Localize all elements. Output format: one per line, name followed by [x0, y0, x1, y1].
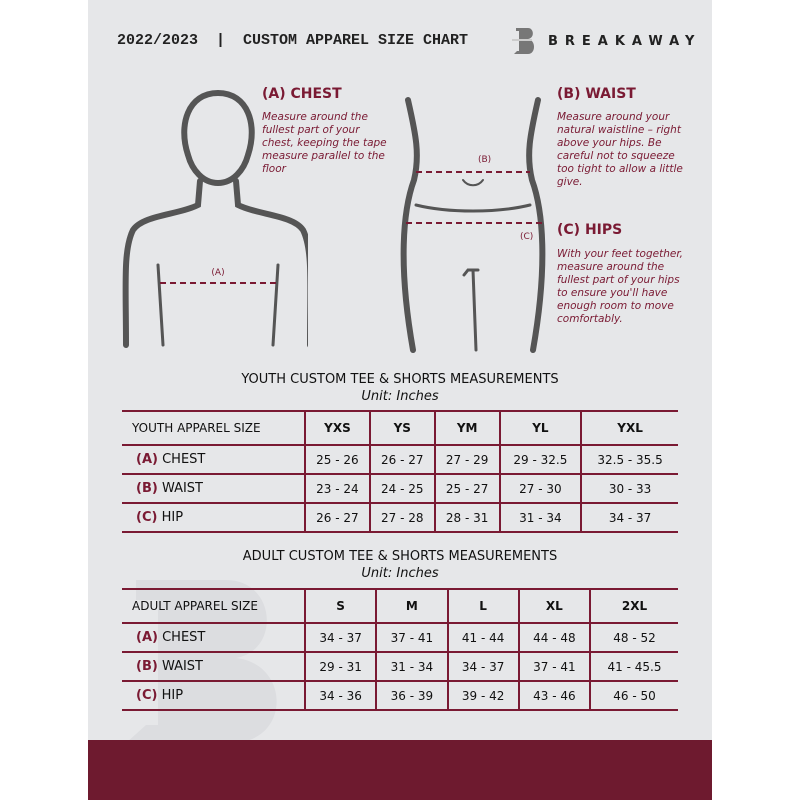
- brand-name: BREAKAWAY: [548, 33, 702, 49]
- measurement-value: 34 - 36: [303, 680, 377, 711]
- adult-size-table: ADULT APPAREL SIZE S M L XL 2XL (A) CHES…: [122, 588, 678, 711]
- lower-body-figure: (B) (C): [400, 97, 546, 353]
- measurement-value: 31 - 34: [498, 502, 582, 533]
- size-chart-page: 2022/2023 | CUSTOM APPAREL SIZE CHART BR…: [88, 0, 712, 800]
- measurement-value: 43 - 46: [517, 680, 590, 711]
- hips-description: With your feet together, measure around …: [557, 248, 684, 325]
- measurement-name: HIP: [161, 688, 184, 703]
- size-header: YL: [498, 410, 582, 446]
- measurement-value: 27 - 28: [368, 502, 435, 533]
- measurement-value: 31 - 34: [375, 651, 448, 682]
- measurement-label: (C) HIP: [122, 680, 305, 711]
- table-header-row: ADULT APPAREL SIZE S M L XL 2XL: [122, 588, 678, 624]
- size-header: XL: [517, 588, 590, 624]
- table-header-row: YOUTH APPAREL SIZE YXS YS YM YL YXL: [122, 410, 678, 446]
- youth-table-unit: Unit: Inches: [361, 389, 439, 404]
- measurement-value: 25 - 27: [433, 473, 500, 504]
- measurement-value: 41 - 44: [446, 622, 519, 653]
- size-label: ADULT APPAREL SIZE: [122, 588, 305, 624]
- youth-size-table: YOUTH APPAREL SIZE YXS YS YM YL YXL (A) …: [122, 410, 678, 533]
- measurement-value: 30 - 33: [580, 473, 678, 504]
- measurement-value: 27 - 29: [433, 444, 500, 475]
- upper-body-figure: (A): [122, 89, 308, 348]
- measurement-value: 44 - 48: [517, 622, 590, 653]
- measurement-value: 26 - 27: [304, 502, 370, 533]
- measurement-value: 36 - 39: [375, 680, 448, 711]
- measurement-value: 34 - 37: [446, 651, 519, 682]
- measurement-value: 39 - 42: [446, 680, 519, 711]
- chest-description: Measure around the fullest part of your …: [262, 111, 387, 175]
- measurement-value: 48 - 52: [589, 622, 678, 653]
- table-row: (B) WAIST 23 - 24 24 - 25 25 - 27 27 - 30 30 …: [122, 473, 678, 504]
- size-header: S: [303, 588, 377, 624]
- measurement-label: (B) WAIST: [122, 473, 305, 504]
- table-row: (B) WAIST 29 - 31 31 - 34 34 - 37 37 - 41 41 …: [122, 651, 678, 682]
- measurement-code: (C): [136, 688, 158, 703]
- footer-bar: [88, 740, 712, 800]
- measurement-code: (B): [136, 659, 158, 674]
- table-row: (A) CHEST 34 - 37 37 - 41 41 - 44 44 - 48 48 …: [122, 622, 678, 653]
- measurement-value: 37 - 41: [517, 651, 590, 682]
- measurement-label: (B) WAIST: [122, 651, 305, 682]
- table-row: (A) CHEST 25 - 26 26 - 27 27 - 29 29 - 32.5 3…: [122, 444, 678, 475]
- measurement-name: CHEST: [162, 630, 206, 645]
- chest-heading: (A) CHEST: [262, 86, 342, 102]
- adult-table-title: ADULT CUSTOM TEE & SHORTS MEASUREMENTS: [242, 549, 558, 564]
- measurement-name: WAIST: [161, 481, 204, 496]
- measurement-value: 32.5 - 35.5: [580, 444, 678, 475]
- measurement-code: (A): [136, 630, 158, 645]
- size-header: YM: [433, 410, 500, 446]
- size-header: YS: [368, 410, 435, 446]
- adult-table-unit: Unit: Inches: [361, 566, 439, 581]
- youth-table-title: YOUTH CUSTOM TEE & SHORTS MEASUREMENTS: [241, 372, 559, 387]
- table-row: (C) HIP 34 - 36 36 - 39 39 - 42 43 - 46 46 - …: [122, 680, 678, 711]
- waist-marker: (B): [478, 155, 491, 165]
- measurement-value: 25 - 26: [304, 444, 370, 475]
- waist-description: Measure around your natural waistline – …: [557, 111, 683, 188]
- hips-heading: (C) HIPS: [557, 222, 623, 238]
- measurement-value: 23 - 24: [304, 473, 370, 504]
- page-title: 2022/2023 | CUSTOM APPAREL SIZE CHART: [117, 32, 469, 49]
- measurement-value: 29 - 31: [303, 651, 377, 682]
- measurement-value: 46 - 50: [589, 680, 678, 711]
- measurement-value: 28 - 31: [433, 502, 500, 533]
- measurement-code: (B): [136, 481, 158, 496]
- size-header: L: [446, 588, 519, 624]
- brand-logo: BREAKAWAY: [510, 26, 701, 56]
- measurement-value: 27 - 30: [498, 473, 582, 504]
- size-header: YXS: [304, 410, 370, 446]
- size-header: YXL: [580, 410, 678, 446]
- measurement-code: (A): [136, 452, 158, 467]
- size-label: YOUTH APPAREL SIZE: [122, 410, 305, 446]
- table-row: (C) HIP 26 - 27 27 - 28 28 - 31 31 - 34 34 - …: [122, 502, 678, 533]
- measurement-label: (A) CHEST: [122, 622, 305, 653]
- hips-marker: (C): [520, 232, 533, 242]
- waist-heading: (B) WAIST: [557, 86, 636, 102]
- measurement-value: 41 - 45.5: [589, 651, 678, 682]
- measurement-value: 29 - 32.5: [498, 444, 582, 475]
- measurement-code: (C): [136, 510, 158, 525]
- measurement-name: CHEST: [162, 452, 206, 467]
- breakaway-b-icon: [512, 28, 534, 54]
- measurement-name: WAIST: [161, 659, 204, 674]
- measurement-label: (C) HIP: [122, 502, 305, 533]
- measurement-value: 34 - 37: [580, 502, 678, 533]
- measurement-value: 37 - 41: [375, 622, 448, 653]
- size-header: 2XL: [589, 588, 678, 624]
- chest-marker: (A): [211, 268, 224, 278]
- measurement-value: 34 - 37: [303, 622, 377, 653]
- size-header: M: [375, 588, 448, 624]
- measurement-label: (A) CHEST: [122, 444, 305, 475]
- measurement-value: 24 - 25: [368, 473, 435, 504]
- measurement-name: HIP: [161, 510, 184, 525]
- measurement-value: 26 - 27: [368, 444, 435, 475]
